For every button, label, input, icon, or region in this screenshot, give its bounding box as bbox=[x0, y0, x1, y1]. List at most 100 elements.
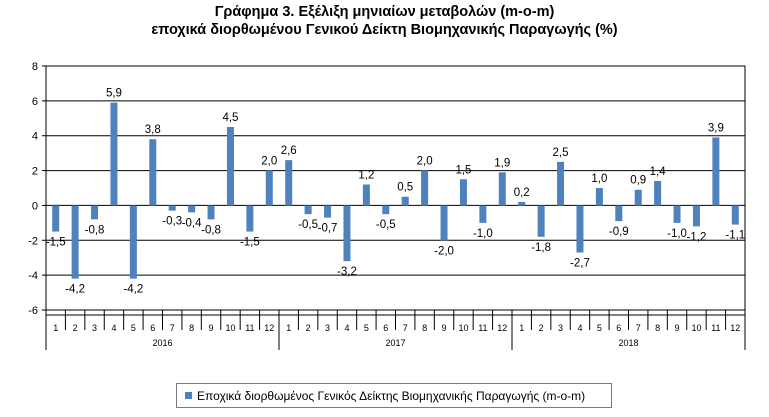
data-label: -1,2 bbox=[687, 231, 707, 243]
month-tick-label: 2 bbox=[73, 323, 78, 333]
bar bbox=[537, 205, 545, 237]
month-tick-label: 9 bbox=[675, 323, 680, 333]
data-label: 1,2 bbox=[358, 170, 374, 182]
chart-title-line-1: Γράφημα 3. Εξέλιξη μηνιαίων μεταβολών (m… bbox=[214, 4, 555, 20]
data-label: -0,8 bbox=[201, 224, 221, 236]
data-label: -4,2 bbox=[65, 284, 85, 296]
month-tick-label: 9 bbox=[209, 323, 214, 333]
data-label: 0,2 bbox=[514, 187, 530, 199]
bar bbox=[343, 205, 351, 262]
bar bbox=[362, 184, 370, 206]
bar bbox=[459, 179, 467, 206]
month-tick-label: 3 bbox=[92, 323, 97, 333]
chart-legend: Εποχικά διορθωμένος Γενικός Δείκτης Βιομ… bbox=[176, 383, 612, 408]
data-label: -0,5 bbox=[376, 219, 396, 231]
month-tick-label: 5 bbox=[131, 323, 136, 333]
month-tick-label: 3 bbox=[325, 323, 330, 333]
data-label: 1,4 bbox=[650, 166, 667, 178]
month-tick-label: 4 bbox=[344, 323, 349, 333]
month-tick-label: 8 bbox=[655, 323, 660, 333]
bar bbox=[518, 201, 526, 206]
bar bbox=[207, 205, 215, 220]
bar bbox=[285, 160, 293, 206]
data-label: 2,0 bbox=[417, 156, 433, 168]
bar bbox=[304, 205, 312, 215]
legend-swatch bbox=[185, 392, 192, 399]
y-tick-label: -2 bbox=[28, 235, 38, 247]
data-label: -1,5 bbox=[240, 237, 260, 249]
data-label: 2,0 bbox=[261, 156, 277, 168]
month-tick-label: 2 bbox=[306, 323, 311, 333]
month-tick-label: 4 bbox=[577, 323, 582, 333]
bar bbox=[421, 170, 429, 206]
data-label: -0,5 bbox=[298, 219, 318, 231]
data-label: -1,0 bbox=[473, 228, 493, 240]
month-tick-label: 1 bbox=[519, 323, 524, 333]
bar bbox=[382, 205, 390, 215]
data-label: -1,5 bbox=[46, 237, 66, 249]
data-label: -2,7 bbox=[570, 257, 590, 269]
data-label: -0,3 bbox=[162, 216, 182, 228]
month-tick-label: 8 bbox=[189, 323, 194, 333]
data-label: 2,6 bbox=[281, 145, 297, 157]
month-tick-label: 4 bbox=[111, 323, 116, 333]
month-tick-label: 5 bbox=[364, 323, 369, 333]
month-tick-label: 11 bbox=[711, 323, 720, 333]
bar bbox=[498, 172, 506, 206]
month-tick-label: 8 bbox=[422, 323, 427, 333]
month-tick-label: 6 bbox=[150, 323, 155, 333]
month-tick-label: 5 bbox=[597, 323, 602, 333]
bar bbox=[246, 205, 254, 232]
data-label: -3,2 bbox=[337, 266, 357, 278]
data-label: -0,4 bbox=[182, 217, 202, 229]
bar bbox=[168, 205, 176, 211]
month-tick-label: 11 bbox=[478, 323, 487, 333]
month-tick-label: 2 bbox=[539, 323, 544, 333]
bar bbox=[226, 127, 234, 206]
month-tick-label: 12 bbox=[264, 323, 274, 333]
year-tick-label: 2018 bbox=[618, 338, 638, 348]
data-label: 1,5 bbox=[455, 164, 471, 176]
bar bbox=[129, 205, 137, 279]
y-tick-label: 0 bbox=[32, 200, 38, 212]
data-label: 0,5 bbox=[397, 182, 413, 194]
y-tick-label: 8 bbox=[32, 61, 38, 73]
data-label: -2,0 bbox=[434, 245, 454, 257]
data-label: 1,9 bbox=[494, 157, 510, 169]
data-label: 3,9 bbox=[708, 122, 724, 134]
year-tick-label: 2017 bbox=[385, 338, 405, 348]
month-tick-label: 6 bbox=[616, 323, 621, 333]
bar bbox=[149, 139, 157, 206]
bar bbox=[634, 189, 642, 206]
month-tick-label: 7 bbox=[636, 323, 641, 333]
data-label: -0,9 bbox=[609, 226, 629, 238]
data-label: -0,7 bbox=[318, 223, 338, 235]
bar bbox=[110, 102, 118, 206]
month-tick-label: 7 bbox=[170, 323, 175, 333]
bar bbox=[557, 161, 565, 206]
data-label: -1,8 bbox=[531, 242, 551, 254]
bar bbox=[52, 205, 60, 232]
bar bbox=[91, 205, 99, 220]
y-tick-label: 6 bbox=[32, 96, 38, 108]
bar bbox=[692, 205, 700, 227]
data-label: -0,8 bbox=[85, 224, 105, 236]
y-tick-label: 4 bbox=[32, 131, 38, 143]
data-label: 1,0 bbox=[591, 173, 607, 185]
month-tick-label: 7 bbox=[403, 323, 408, 333]
month-tick-label: 10 bbox=[225, 323, 235, 333]
data-label: 4,5 bbox=[222, 112, 238, 124]
bar bbox=[673, 205, 681, 223]
bar bbox=[479, 205, 487, 223]
month-tick-label: 9 bbox=[442, 323, 447, 333]
data-label: 0,9 bbox=[630, 175, 646, 187]
month-tick-label: 3 bbox=[558, 323, 563, 333]
bar bbox=[654, 181, 662, 206]
y-tick-label: -4 bbox=[28, 270, 38, 282]
bar bbox=[440, 205, 448, 241]
month-tick-label: 12 bbox=[730, 323, 740, 333]
month-tick-label: 6 bbox=[383, 323, 388, 333]
y-tick-label: -6 bbox=[28, 305, 38, 317]
month-tick-label: 1 bbox=[286, 323, 291, 333]
chart-title-line-2: εποχικά διορθωμένου Γενικού Δείκτη Βιομη… bbox=[151, 22, 618, 38]
